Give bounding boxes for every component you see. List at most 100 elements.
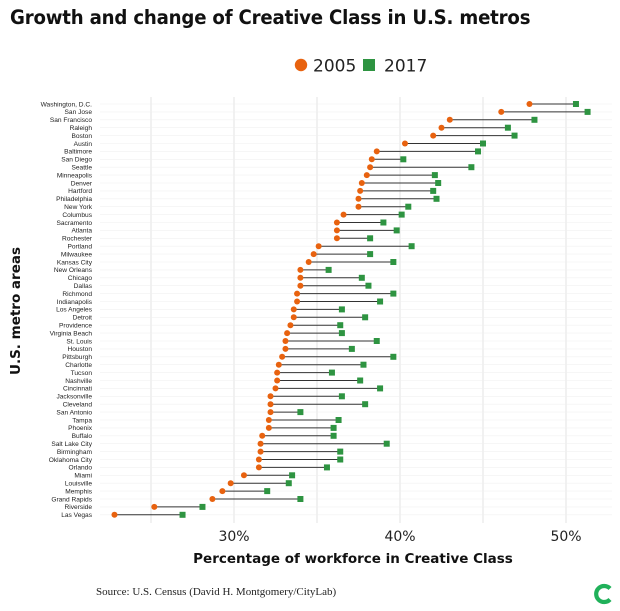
metro-label: Seattle [71, 165, 92, 172]
point-2005 [315, 243, 322, 250]
point-2005 [333, 235, 340, 242]
point-2017 [338, 330, 345, 337]
point-2017 [358, 274, 365, 281]
point-2005 [265, 417, 272, 423]
legend-label-2005: 2005 [313, 57, 356, 77]
point-2017 [328, 369, 335, 376]
point-2017 [377, 385, 384, 392]
citylab-logo-icon [594, 583, 612, 605]
point-2005 [446, 116, 453, 123]
metro-label: Charlotte [65, 362, 92, 369]
point-2017 [285, 480, 292, 487]
point-2017 [365, 282, 372, 289]
point-2005 [294, 290, 301, 297]
point-2005 [373, 148, 380, 155]
point-2005 [274, 369, 281, 376]
point-2017 [393, 227, 400, 234]
metro-label: Raleigh [70, 125, 93, 132]
point-2017 [362, 314, 369, 321]
point-2017 [367, 251, 374, 258]
metro-label: Los Angeles [56, 307, 93, 314]
point-2017 [264, 488, 271, 495]
point-2017 [380, 219, 387, 226]
point-2017 [360, 361, 367, 368]
point-2017 [430, 187, 437, 194]
metro-label: Providence [59, 323, 92, 330]
x-axis-ticks: 30% 40% 50% [218, 529, 581, 545]
x-tick-label: 30% [218, 529, 249, 545]
point-2017 [179, 511, 186, 518]
metro-label: Sacramento [56, 220, 92, 227]
metro-label: Baltimore [64, 149, 92, 156]
metro-label: New Orleans [54, 267, 93, 274]
point-2017 [338, 393, 345, 400]
point-2005 [355, 203, 362, 210]
point-2005 [357, 187, 364, 194]
point-2005 [282, 345, 289, 352]
point-2017 [297, 496, 304, 502]
metro-label: San Diego [61, 157, 92, 164]
metro-label: Birmingham [57, 449, 93, 456]
point-2017 [348, 345, 355, 352]
metro-label: San Antonio [56, 409, 92, 416]
metro-label: Miami [74, 473, 92, 480]
point-2017 [289, 472, 296, 479]
metro-label: Rochester [62, 236, 93, 243]
point-2017 [504, 124, 511, 131]
point-2017 [199, 503, 206, 510]
source-note: Source: U.S. Census (David H. Montgomery… [96, 586, 337, 598]
metro-label: New York [64, 204, 93, 211]
chart-title: Growth and change of Creative Class in U… [10, 6, 531, 29]
point-2005 [363, 172, 370, 179]
point-2005 [267, 409, 274, 416]
point-2017 [338, 306, 345, 313]
point-2005 [259, 432, 266, 439]
point-2017 [531, 116, 538, 123]
metro-label: Washington, D.C. [41, 101, 93, 108]
point-2005 [272, 385, 279, 392]
point-2017 [468, 164, 475, 171]
point-2017 [475, 148, 482, 155]
metro-label: Philadelphia [56, 196, 92, 203]
metro-label: Buffalo [72, 433, 93, 440]
point-2017 [337, 456, 344, 463]
point-2005 [333, 219, 340, 226]
point-2005 [368, 156, 375, 163]
metro-label: San Jose [65, 109, 93, 116]
metro-label: Chicago [68, 275, 93, 282]
point-2005 [310, 251, 317, 258]
metro-label: Austin [74, 141, 93, 148]
point-2005 [333, 227, 340, 234]
point-2005 [255, 456, 262, 463]
metro-label: Boston [71, 133, 92, 140]
point-2017 [325, 266, 332, 273]
point-2017 [433, 195, 440, 202]
point-2005 [287, 322, 294, 329]
metro-label: Nashville [65, 378, 92, 385]
point-2017 [337, 322, 344, 329]
point-2017 [398, 211, 405, 218]
point-2017 [511, 132, 518, 139]
point-2005 [209, 496, 216, 502]
metro-label: Portland [67, 244, 92, 251]
point-2005 [290, 306, 297, 313]
metro-label: Indianapolis [57, 299, 93, 306]
point-2017 [297, 409, 304, 416]
point-2005 [284, 330, 291, 337]
metro-label: Jacksonville [56, 394, 92, 401]
legend-marker-2017 [363, 59, 375, 71]
metro-label: Memphis [65, 488, 92, 495]
point-2005 [240, 472, 247, 479]
point-2005 [265, 424, 272, 431]
metro-label: St. Louis [66, 338, 92, 345]
point-2005 [526, 101, 533, 107]
x-tick-label: 50% [550, 529, 581, 545]
point-2005 [355, 195, 362, 202]
point-2017 [362, 401, 369, 408]
point-2005 [305, 259, 312, 265]
point-2017 [357, 377, 364, 384]
metro-label: Pittsburgh [62, 354, 92, 361]
point-2017 [584, 108, 591, 115]
point-2017 [373, 338, 380, 344]
